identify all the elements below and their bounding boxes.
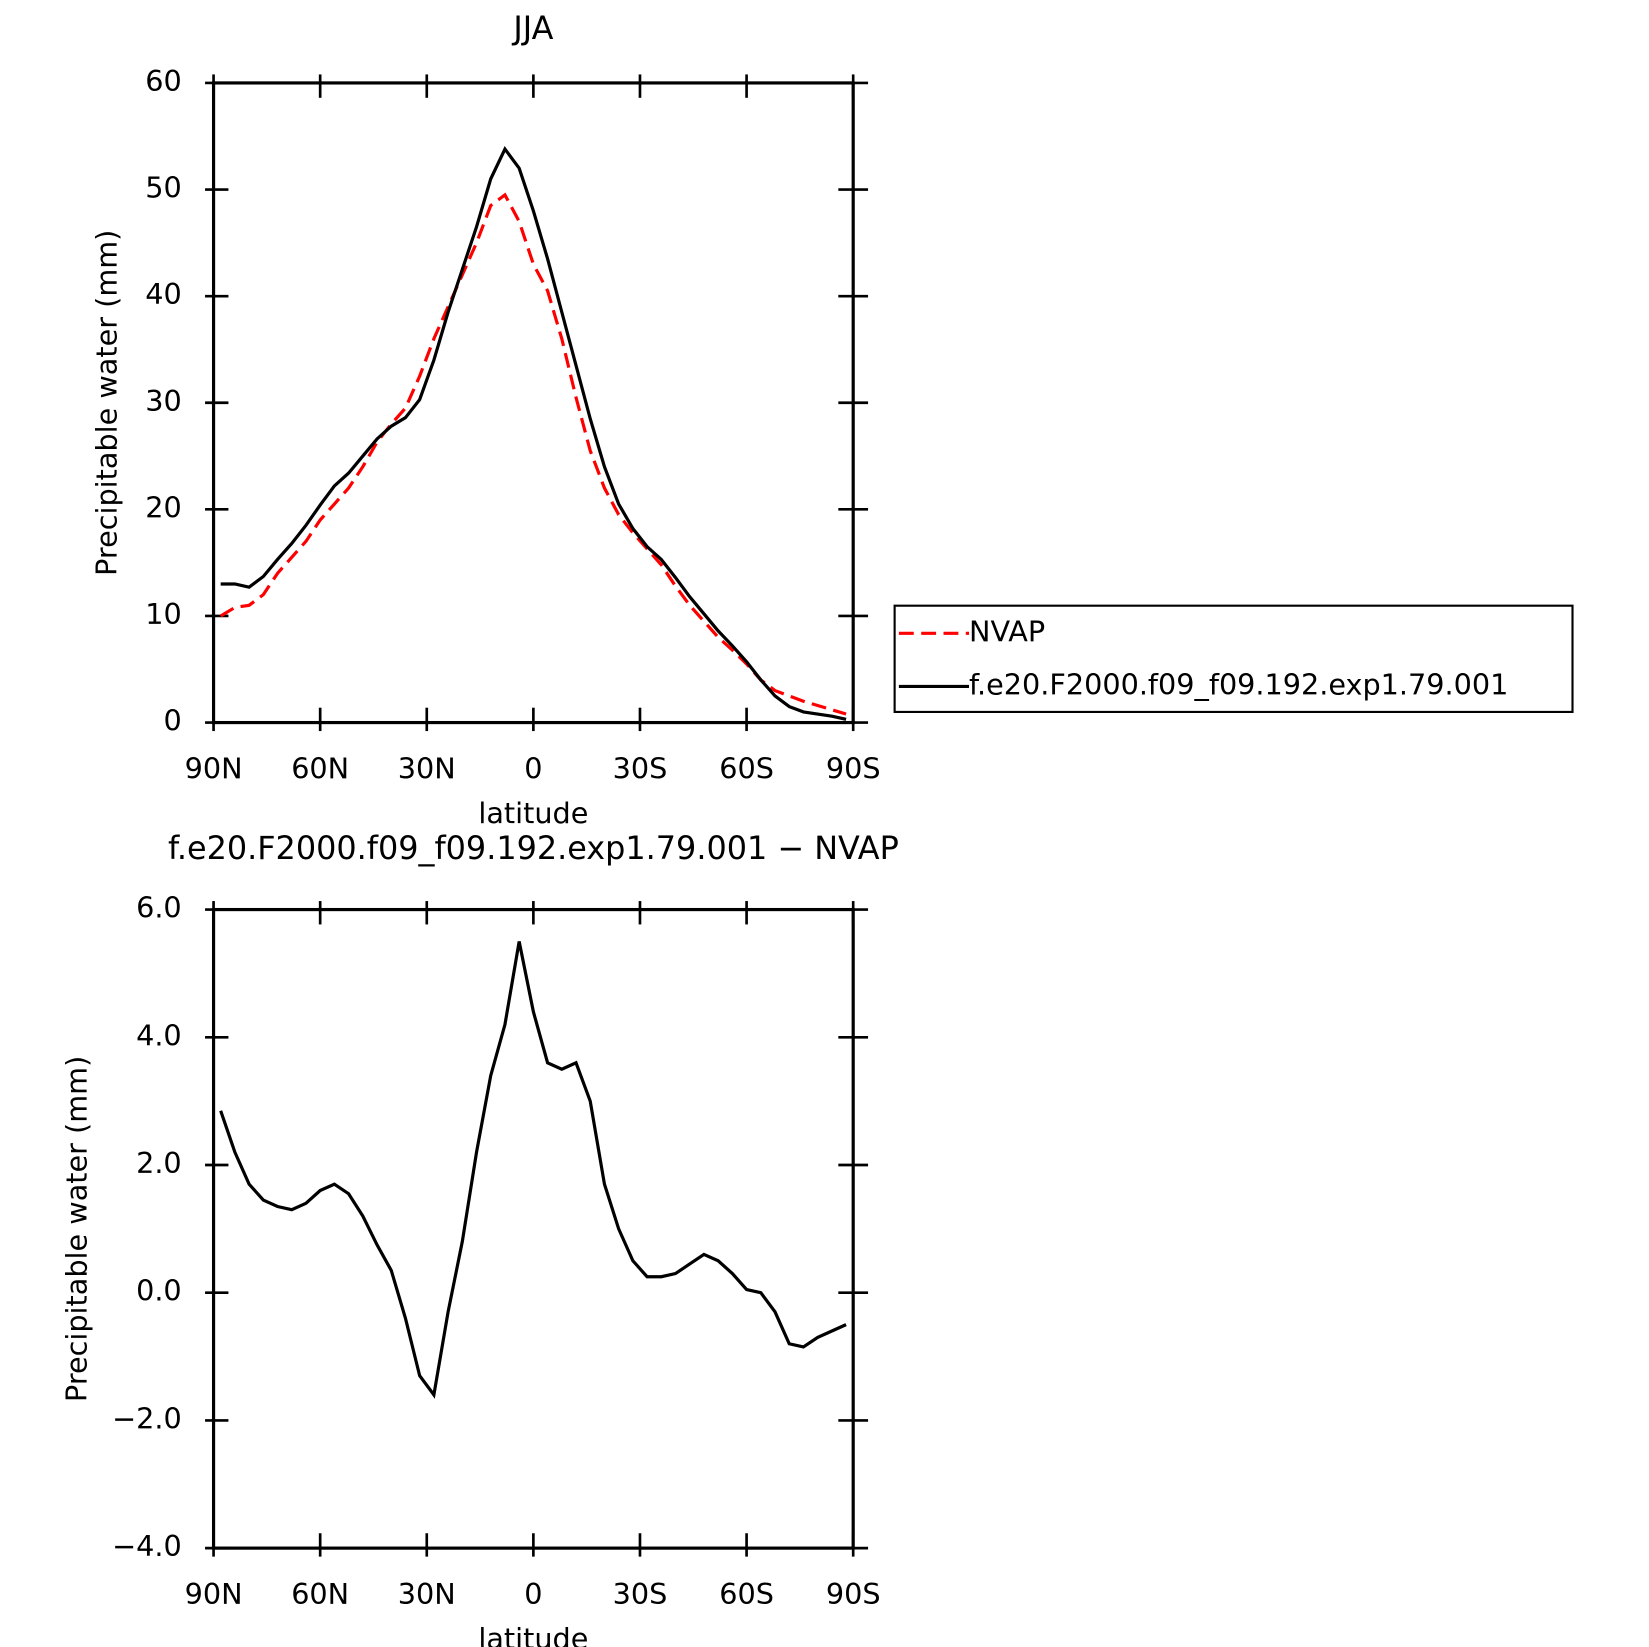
data-line bbox=[220, 145, 847, 721]
plot-frame bbox=[211, 81, 855, 725]
y-tick-label: 2.0 bbox=[136, 1146, 182, 1180]
x-tick-label: 30S bbox=[613, 1577, 668, 1611]
x-tick-label: 30S bbox=[613, 751, 668, 785]
x-tick-label: 90S bbox=[826, 751, 881, 785]
y-tick-label: 4.0 bbox=[136, 1018, 182, 1052]
legend-label: NVAP bbox=[969, 614, 1045, 648]
data-line bbox=[219, 941, 847, 1399]
y-tick-label: 0.0 bbox=[136, 1274, 182, 1308]
chart-title: JJA bbox=[511, 9, 553, 47]
x-tick-label: 90N bbox=[185, 751, 243, 785]
y-axis-label: Precipitable water (mm) bbox=[89, 230, 123, 576]
y-axis-label: Precipitable water (mm) bbox=[60, 1056, 94, 1402]
x-tick-label: 90S bbox=[826, 1577, 881, 1611]
x-tick-label: 60S bbox=[719, 1577, 774, 1611]
x-axis-label: latitude bbox=[478, 796, 588, 830]
y-tick-label: 40 bbox=[145, 277, 181, 311]
x-tick-label: 60N bbox=[291, 751, 349, 785]
y-tick-label: 30 bbox=[145, 384, 181, 418]
y-tick-label: 50 bbox=[145, 171, 181, 205]
y-tick-label: 20 bbox=[145, 490, 181, 524]
x-tick-label: 60N bbox=[291, 1577, 349, 1611]
x-axis-label: latitude bbox=[478, 1622, 588, 1647]
data-line bbox=[219, 192, 847, 716]
y-tick-label: 60 bbox=[145, 64, 181, 98]
y-tick-label: 6.0 bbox=[136, 891, 182, 925]
y-tick-label: −2.0 bbox=[112, 1401, 182, 1435]
x-tick-label: 0 bbox=[524, 1577, 542, 1611]
y-tick-label: 10 bbox=[145, 597, 181, 631]
x-tick-label: 60S bbox=[719, 751, 774, 785]
legend-box bbox=[893, 604, 1574, 713]
x-tick-label: 0 bbox=[524, 751, 542, 785]
x-tick-label: 90N bbox=[185, 1577, 243, 1611]
y-tick-label: 0 bbox=[163, 704, 181, 738]
x-tick-label: 30N bbox=[398, 1577, 456, 1611]
chart-title: f.e20.F2000.f09_f09.192.exp1.79.001 − NV… bbox=[168, 829, 899, 867]
y-tick-label: −4.0 bbox=[112, 1529, 182, 1563]
legend-label: f.e20.F2000.f09_f09.192.exp1.79.001 bbox=[969, 667, 1508, 701]
x-tick-label: 30N bbox=[398, 751, 456, 785]
